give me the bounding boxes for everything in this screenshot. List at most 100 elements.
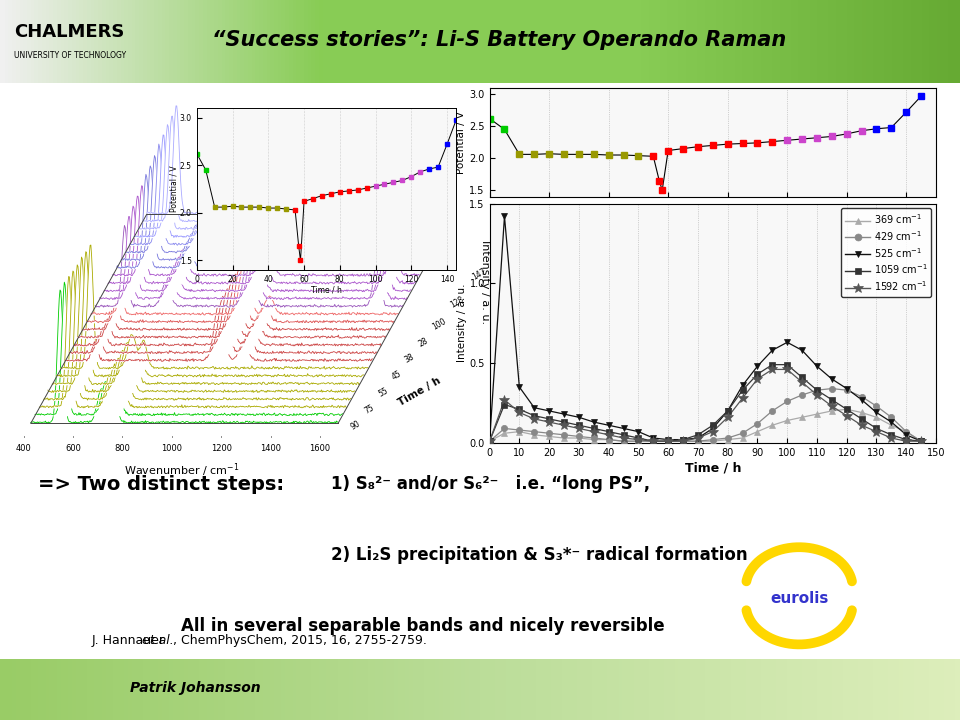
- 429 cm⁻¹: [916, 437, 927, 446]
- 429 cm⁻¹: [781, 397, 793, 405]
- 429 cm⁻¹: [543, 429, 555, 438]
- 1592 cm⁻¹: [781, 365, 793, 374]
- 525 cm⁻¹: [900, 431, 912, 439]
- 1592 cm⁻¹: [692, 433, 704, 442]
- Line: 1059 cm⁻¹: 1059 cm⁻¹: [487, 361, 924, 444]
- Text: eurolis: eurolis: [770, 591, 828, 606]
- 369 cm⁻¹: [499, 429, 511, 438]
- Text: J. Hannauer: J. Hannauer: [91, 634, 168, 647]
- 525 cm⁻¹: [856, 395, 868, 404]
- Y-axis label: Potential / V: Potential / V: [169, 166, 179, 212]
- 369 cm⁻¹: [752, 427, 763, 436]
- 429 cm⁻¹: [856, 392, 868, 401]
- Polygon shape: [112, 186, 420, 276]
- 369 cm⁻¹: [797, 413, 808, 422]
- Text: 1400: 1400: [260, 444, 281, 454]
- 369 cm⁻¹: [707, 437, 718, 446]
- 525 cm⁻¹: [692, 433, 704, 442]
- 1592 cm⁻¹: [647, 437, 659, 446]
- 525 cm⁻¹: [499, 212, 511, 220]
- Text: 1000: 1000: [161, 444, 182, 454]
- Text: All in several separable bands and nicely reversible: All in several separable bands and nicel…: [180, 617, 664, 635]
- 1059 cm⁻¹: [573, 421, 585, 430]
- Text: Intensity / a. u.: Intensity / a. u.: [480, 240, 490, 324]
- 1592 cm⁻¹: [677, 437, 688, 446]
- 1059 cm⁻¹: [499, 400, 511, 409]
- Text: 1600: 1600: [309, 444, 330, 454]
- 429 cm⁻¹: [811, 386, 823, 395]
- 1592 cm⁻¹: [528, 415, 540, 423]
- Polygon shape: [65, 305, 372, 361]
- Text: 600: 600: [65, 444, 81, 454]
- Polygon shape: [117, 174, 424, 269]
- 1059 cm⁻¹: [677, 436, 688, 444]
- 1059 cm⁻¹: [633, 433, 644, 442]
- 525 cm⁻¹: [781, 338, 793, 346]
- 369 cm⁻¹: [826, 407, 837, 415]
- Text: “Success stories”: Li-S Battery Operando Raman: “Success stories”: Li-S Battery Operando…: [212, 30, 786, 50]
- 525 cm⁻¹: [528, 403, 540, 412]
- 525 cm⁻¹: [677, 436, 688, 444]
- Polygon shape: [74, 289, 381, 346]
- 1059 cm⁻¹: [662, 437, 674, 446]
- Polygon shape: [43, 271, 351, 400]
- 525 cm⁻¹: [916, 437, 927, 446]
- Polygon shape: [147, 106, 454, 215]
- 369 cm⁻¹: [543, 432, 555, 441]
- 429 cm⁻¹: [633, 437, 644, 446]
- Text: CHALMERS: CHALMERS: [14, 23, 125, 41]
- Text: 28: 28: [417, 336, 429, 348]
- 429 cm⁻¹: [797, 391, 808, 400]
- Text: 800: 800: [114, 444, 131, 454]
- Text: 1) S₈²⁻ and/or S₆²⁻   i.e. “long PS”,: 1) S₈²⁻ and/or S₆²⁻ i.e. “long PS”,: [331, 475, 650, 493]
- 429 cm⁻¹: [603, 436, 614, 444]
- 369 cm⁻¹: [722, 436, 733, 444]
- 1059 cm⁻¹: [766, 360, 778, 369]
- Text: 45: 45: [390, 369, 403, 382]
- 525 cm⁻¹: [647, 433, 659, 442]
- 525 cm⁻¹: [811, 362, 823, 371]
- 1592 cm⁻¹: [826, 402, 837, 410]
- 1059 cm⁻¹: [588, 424, 599, 433]
- Text: => Two distinct steps:: => Two distinct steps:: [38, 475, 284, 494]
- 429 cm⁻¹: [573, 432, 585, 441]
- 525 cm⁻¹: [841, 384, 852, 393]
- 429 cm⁻¹: [707, 436, 718, 444]
- 1592 cm⁻¹: [722, 413, 733, 422]
- 429 cm⁻¹: [662, 437, 674, 446]
- Text: Wavenumber / cm$^{-1}$: Wavenumber / cm$^{-1}$: [124, 462, 240, 480]
- 429 cm⁻¹: [618, 437, 630, 446]
- 1059 cm⁻¹: [885, 431, 897, 439]
- 1059 cm⁻¹: [528, 411, 540, 420]
- 1592 cm⁻¹: [662, 437, 674, 446]
- Polygon shape: [95, 225, 402, 307]
- 525 cm⁻¹: [603, 421, 614, 430]
- 525 cm⁻¹: [618, 424, 630, 433]
- Line: 1592 cm⁻¹: 1592 cm⁻¹: [485, 364, 926, 446]
- Text: Time / h: Time / h: [396, 376, 443, 408]
- 369 cm⁻¹: [841, 405, 852, 413]
- Polygon shape: [69, 296, 376, 354]
- 1059 cm⁻¹: [871, 424, 882, 433]
- 1592 cm⁻¹: [484, 437, 495, 446]
- 369 cm⁻¹: [559, 433, 570, 442]
- 1059 cm⁻¹: [603, 427, 614, 436]
- Line: 429 cm⁻¹: 429 cm⁻¹: [487, 385, 924, 444]
- Text: 400: 400: [15, 444, 32, 454]
- 1592 cm⁻¹: [514, 408, 525, 417]
- Polygon shape: [86, 266, 394, 323]
- Y-axis label: Intensity / a. u.: Intensity / a. u.: [457, 284, 467, 362]
- Text: 38: 38: [403, 353, 417, 365]
- Text: , ChemPhysChem, 2015, 16, 2755-2759.: , ChemPhysChem, 2015, 16, 2755-2759.: [173, 634, 427, 647]
- 525 cm⁻¹: [707, 424, 718, 433]
- Text: 75: 75: [363, 402, 376, 415]
- Text: 2) Li₂S precipitation & S₃*⁻ radical formation: 2) Li₂S precipitation & S₃*⁻ radical for…: [331, 546, 748, 564]
- Polygon shape: [125, 156, 433, 253]
- 429 cm⁻¹: [841, 386, 852, 395]
- 369 cm⁻¹: [781, 416, 793, 425]
- 429 cm⁻¹: [885, 413, 897, 422]
- Polygon shape: [100, 217, 407, 300]
- X-axis label: Time / h: Time / h: [311, 285, 342, 294]
- 1059 cm⁻¹: [841, 405, 852, 413]
- 1592 cm⁻¹: [856, 421, 868, 430]
